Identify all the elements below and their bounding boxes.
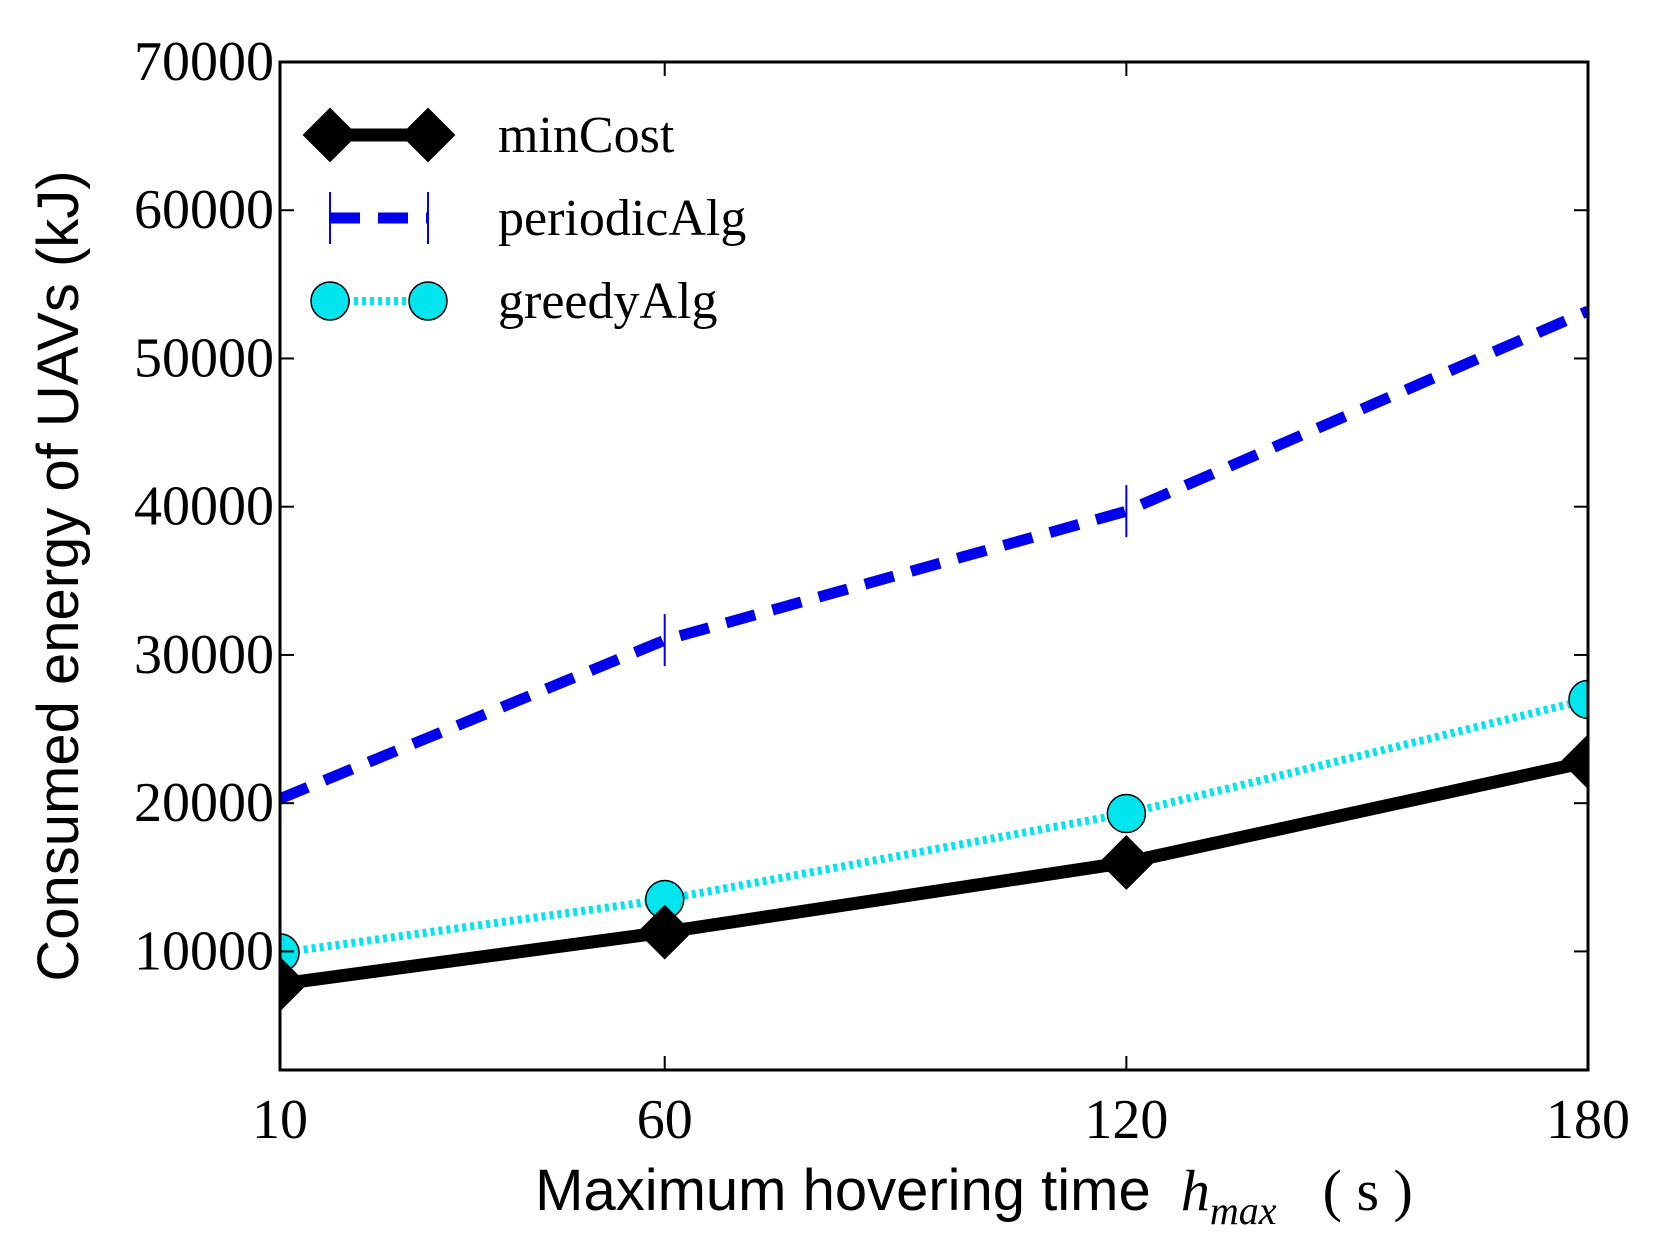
legend-label-periodicAlg: periodicAlg (498, 190, 746, 247)
series-line-minCost (280, 755, 1588, 991)
marker-minCost-point (637, 904, 693, 960)
marker-legend-minCost-end (400, 107, 456, 163)
x-axis-label-math: h (1181, 1158, 1210, 1223)
marker-legend-minCost-start (302, 107, 358, 163)
marker-minCost-point (1098, 835, 1154, 890)
y-tick-label: 60000 (134, 179, 274, 241)
series-minCost (280, 734, 1588, 1012)
x-tick-label: 180 (1546, 1089, 1630, 1151)
y-axis-label: Consumed energy of UAVs (kJ) (26, 170, 91, 981)
legend-item-minCost: minCost (302, 107, 675, 164)
series-periodicAlg (280, 285, 1588, 825)
legend-item-periodicAlg: periodicAlg (329, 190, 746, 247)
marker-minCost-point (1560, 734, 1588, 790)
marker-minCost-point (280, 956, 308, 1012)
legend-item-greedyAlg: greedyAlg (310, 273, 717, 330)
marker-greedyAlg-point (1568, 679, 1588, 720)
x-tick-label: 60 (637, 1089, 693, 1151)
y-tick-label: 70000 (134, 31, 274, 93)
series-layer (280, 285, 1588, 1012)
series-line-periodicAlg (280, 305, 1588, 804)
x-axis-label-subscript: max (1210, 1188, 1277, 1233)
y-tick-label: 20000 (134, 772, 274, 834)
y-tick-label: 10000 (134, 920, 274, 982)
marker-greedyAlg-point (1106, 793, 1147, 834)
x-axis-label-unit: ( s ) (1323, 1158, 1413, 1223)
series-line-greedyAlg (280, 695, 1588, 957)
legend-label-minCost: minCost (498, 107, 675, 164)
legend: minCost periodicAlg greedyAlg (302, 107, 746, 330)
y-tick-label: 50000 (134, 327, 274, 389)
x-axis-label-text: Maximum hovering time (535, 1158, 1151, 1223)
x-tick-label: 120 (1084, 1089, 1168, 1151)
y-tick-label: 40000 (134, 476, 274, 538)
marker-legend-greedyAlg-end (408, 281, 448, 321)
legend-label-greedyAlg: greedyAlg (498, 273, 717, 330)
series-greedyAlg (280, 679, 1588, 973)
marker-legend-greedyAlg-start (310, 281, 350, 321)
x-tick-label: 10 (252, 1089, 308, 1151)
ticks-layer: 10 60 120 180 10000 20000 30000 40000 50000 60000… (134, 31, 1630, 1151)
y-tick-label: 30000 (134, 624, 274, 686)
plot-frame (278, 60, 1590, 1072)
x-axis-label: Maximum hovering time hmax ( s ) (535, 1158, 1413, 1237)
